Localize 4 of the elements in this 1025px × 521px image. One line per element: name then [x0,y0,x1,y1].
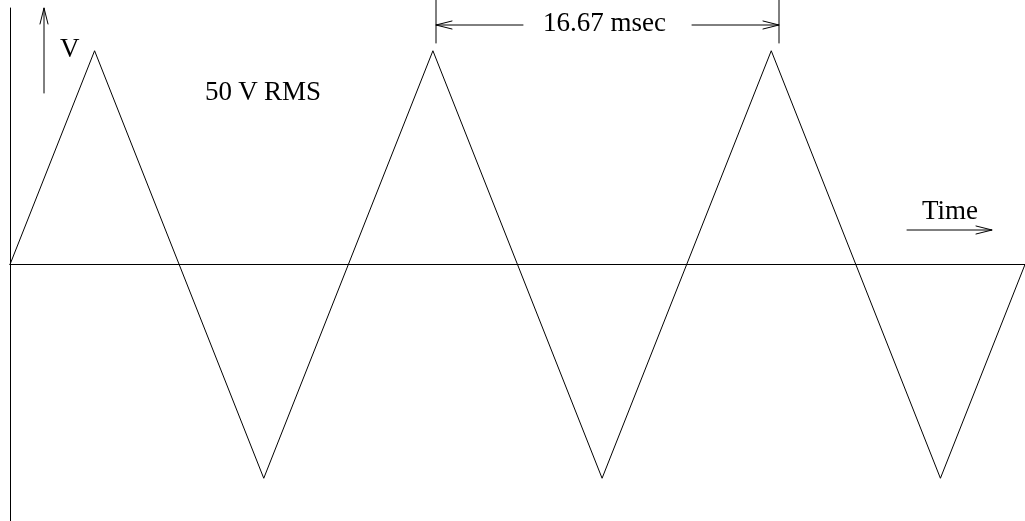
x-axis-title: Time [922,195,979,225]
text: 16.67 msec [543,7,666,37]
y-axis-title: V [60,33,80,63]
annotation: 50 V RMS [205,76,322,106]
